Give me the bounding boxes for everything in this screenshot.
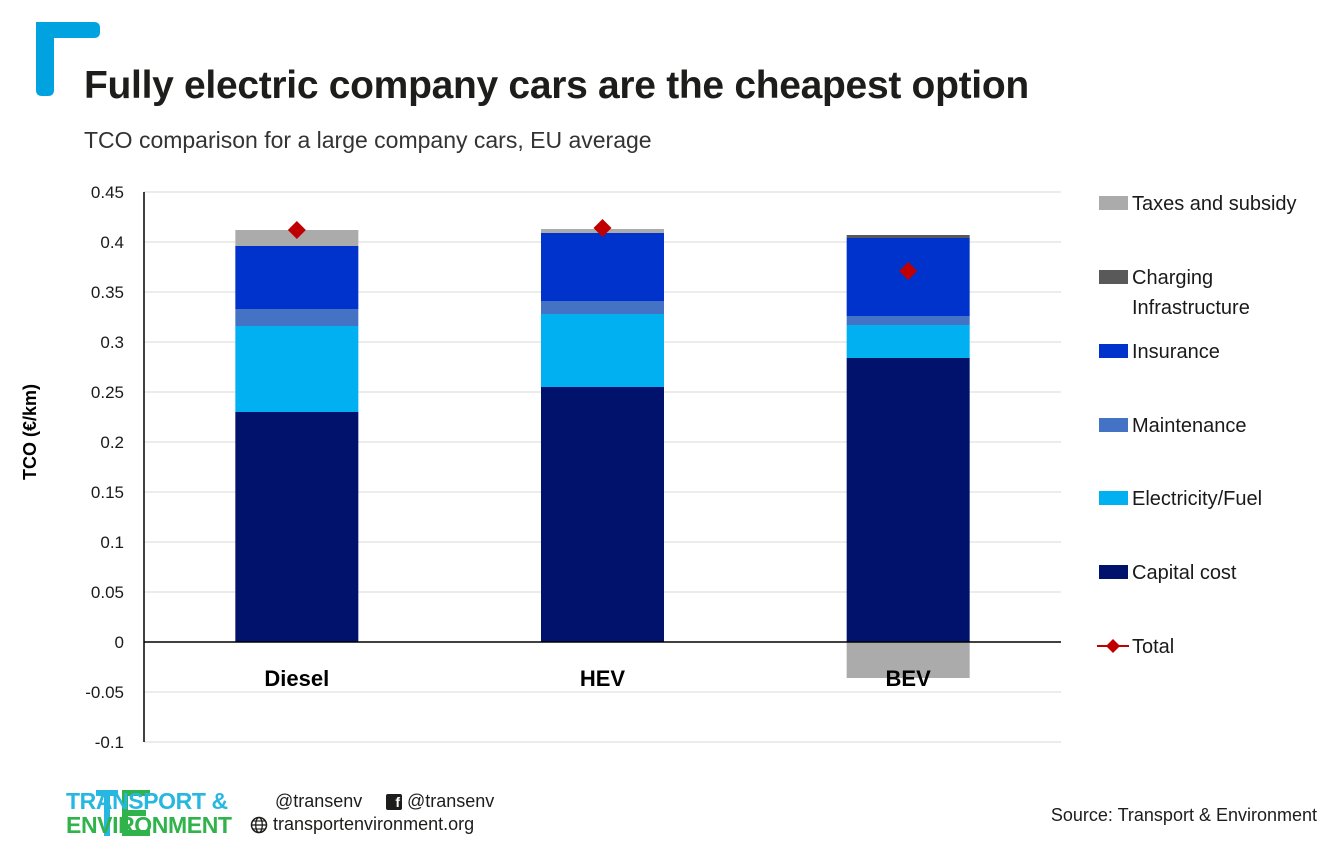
page-title: Fully electric company cars are the chea… xyxy=(84,64,1029,107)
legend-label: Taxes and subsidy xyxy=(1132,193,1297,215)
axis-labels: -0.1 -0.05 0 0.05 0.1 0.15 0.2 0.25 0.3 0.35 0.4 0.… xyxy=(20,183,931,752)
legend-marker xyxy=(1106,639,1120,653)
y-tick-label: 0.4 xyxy=(100,233,124,252)
legend-label: Total xyxy=(1132,636,1174,658)
facebook-icon: f xyxy=(386,793,402,810)
legend-label-line: Electricity/Fuel xyxy=(1132,488,1262,510)
x-category-label: HEV xyxy=(580,666,626,691)
y-axis-title: TCO (€/km) xyxy=(20,384,40,480)
legend-label-line: Maintenance xyxy=(1132,415,1247,437)
x-category-label: BEV xyxy=(886,666,932,691)
bar-segment xyxy=(235,246,359,309)
legend-swatch xyxy=(1099,344,1128,358)
legend-label: Insurance xyxy=(1132,341,1220,363)
legend-label-line: Total xyxy=(1132,636,1174,658)
legend-label: Maintenance xyxy=(1132,415,1247,437)
x-category-label: Diesel xyxy=(264,666,329,691)
website-url: transportenvironment.org xyxy=(273,814,475,834)
y-tick-label: 0.1 xyxy=(100,533,124,552)
te-logo-icon xyxy=(96,790,150,836)
y-tick-label: 0.05 xyxy=(91,583,124,602)
bar-segment xyxy=(235,309,359,326)
total-markers xyxy=(287,219,918,280)
bar-segment xyxy=(846,325,970,358)
bar-segment xyxy=(235,326,359,412)
axes xyxy=(143,192,1061,742)
y-tick-label: 0.2 xyxy=(100,433,124,452)
total-marker xyxy=(287,221,306,239)
legend-swatch xyxy=(1099,418,1128,432)
y-tick-label: 0.3 xyxy=(100,333,124,352)
bar-segment xyxy=(846,235,970,238)
legend-swatch xyxy=(1099,270,1128,284)
legend: Taxes and subsidy Charging Infrastructure I… xyxy=(1097,193,1297,658)
page-subtitle: TCO comparison for a large company cars,… xyxy=(84,127,652,153)
y-tick-label: 0.35 xyxy=(91,283,124,302)
source-note: Source: Transport & Environment xyxy=(1050,805,1317,825)
legend-label-line: Capital cost xyxy=(1132,562,1237,584)
legend-label: Charging Infrastructure xyxy=(1132,267,1250,319)
legend-label: Electricity/Fuel xyxy=(1132,488,1262,510)
bar-segment xyxy=(541,233,664,301)
bar-segment xyxy=(846,642,970,678)
bar-segment xyxy=(846,316,970,325)
facebook-handle: @transenv xyxy=(407,791,495,811)
y-tick-label: 0.15 xyxy=(91,483,124,502)
y-tick-label: 0 xyxy=(115,633,124,652)
bar-segment xyxy=(541,301,664,314)
legend-swatch xyxy=(1099,565,1128,579)
bars xyxy=(235,229,970,678)
bar-segment xyxy=(541,387,664,642)
legend-label-line: Insurance xyxy=(1132,341,1220,363)
total-marker xyxy=(593,219,612,237)
twitter-handle[interactable]: @transenv xyxy=(275,791,363,811)
bar-segment xyxy=(846,358,970,642)
legend-label-line: Taxes and subsidy xyxy=(1132,193,1297,215)
legend-label-line: Charging xyxy=(1132,267,1213,289)
brand-corner-mark xyxy=(36,22,100,96)
website-link[interactable]: transportenvironment.org xyxy=(250,814,474,835)
globe-icon xyxy=(250,816,268,833)
legend-label-line: Infrastructure xyxy=(1132,297,1250,319)
y-tick-label: 0.45 xyxy=(91,183,124,202)
tco-chart: -0.1 -0.05 0 0.05 0.1 0.15 0.2 0.25 0.3 0.35 0.4 0.… xyxy=(20,183,1297,752)
legend-label: Capital cost xyxy=(1132,562,1237,584)
brand-name-line1: TRANSPORT & xyxy=(66,788,228,814)
total-marker xyxy=(899,262,918,280)
y-tick-label: -0.05 xyxy=(85,683,124,702)
brand-name-line2: ENVIRONMENT xyxy=(66,812,232,838)
legend-swatch xyxy=(1099,491,1128,505)
y-tick-label: 0.25 xyxy=(91,383,124,402)
legend-swatch xyxy=(1099,196,1128,210)
bar-segment xyxy=(235,412,359,642)
facebook-link[interactable]: f @transenv xyxy=(386,791,494,812)
y-tick-label: -0.1 xyxy=(95,733,124,752)
bar-segment xyxy=(541,314,664,387)
